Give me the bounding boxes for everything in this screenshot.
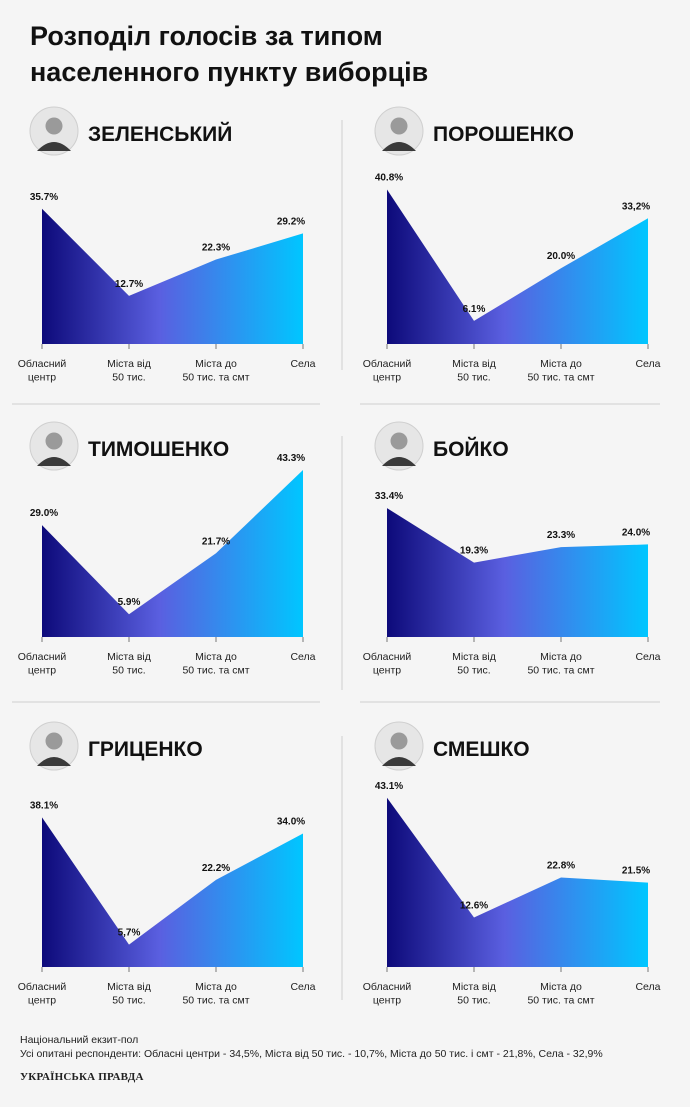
footer-source: Національний екзит-пол — [20, 1034, 139, 1046]
area-series — [42, 208, 303, 344]
x-tick-label: Міста до 50 тис. та смт — [182, 358, 249, 384]
x-tick-label: Обласний центр — [363, 651, 412, 677]
x-tick-label: Села — [635, 981, 660, 993]
data-label: 23.3% — [547, 530, 575, 541]
x-tick-label: Міста до 50 тис. та смт — [182, 651, 249, 677]
portrait-boyko-icon — [374, 421, 424, 471]
page-title: Розподіл голосів за типом населенного пу… — [30, 18, 650, 90]
chart-panel-5: ГРИЦЕНКО 38.1% 5,7% 22.2% 34.0% Обласний центр… — [18, 721, 316, 1007]
x-tick-label: Села — [290, 981, 315, 993]
data-label: 12.6% — [460, 901, 488, 912]
x-tick-label: Міста до 50 тис. та смт — [527, 651, 594, 677]
x-tick-label: Обласний центр — [18, 651, 67, 677]
x-tick-label: Міста до 50 тис. та смт — [182, 981, 249, 1007]
x-tick-label: Міста від 50 тис. — [452, 651, 496, 677]
candidate-name: ЗЕЛЕНСЬКИЙ — [88, 122, 232, 146]
x-tick-label: Обласний центр — [18, 358, 67, 384]
x-tick-label: Міста від 50 тис. — [452, 358, 496, 384]
page-title-line-2: населенного пункту виборців — [30, 57, 429, 87]
chart-panel-6: СМЕШКО 43.1% 12.6% 22.8% 21.5% Обласний центр М… — [363, 721, 661, 1007]
x-tick-label: Обласний центр — [363, 358, 412, 384]
area-series — [42, 817, 303, 967]
portrait-tymoshenko-icon — [29, 421, 79, 471]
footer: Національний екзит-пол Усі опитані респо… — [20, 1033, 680, 1061]
candidate-name: БОЙКО — [433, 437, 509, 461]
chart-panel-4: БОЙКО 33.4% 19.3% 23.3% 24.0% Обласний центр Мі… — [363, 421, 661, 677]
x-tick-label: Міста від 50 тис. — [107, 651, 151, 677]
data-label: 24.0% — [622, 527, 650, 538]
candidate-name: ГРИЦЕНКО — [88, 738, 203, 761]
area-series — [42, 470, 303, 637]
data-label: 29.2% — [277, 216, 305, 227]
page-title-line-1: Розподіл голосів за типом — [30, 21, 383, 51]
data-label: 34.0% — [277, 817, 305, 828]
data-label: 22.3% — [202, 243, 230, 254]
data-label: 33,2% — [622, 201, 650, 212]
x-tick-label: Міста до 50 тис. та смт — [527, 981, 594, 1007]
footer-note: Усі опитані респонденти: Обласні центри … — [20, 1048, 603, 1060]
portrait-smeshko-icon — [374, 721, 424, 771]
x-tick-label: Міста до 50 тис. та смт — [527, 358, 594, 384]
data-label: 38.1% — [30, 800, 58, 811]
x-tick-label: Села — [290, 358, 315, 370]
data-label: 43.3% — [277, 453, 305, 464]
x-tick-label: Обласний центр — [18, 981, 67, 1007]
x-tick-label: Міста від 50 тис. — [452, 981, 496, 1007]
publisher-logo: УКРАЇНСЬКА ПРАВДА — [20, 1071, 144, 1083]
x-tick-label: Обласний центр — [363, 981, 412, 1007]
data-label: 43.1% — [375, 781, 403, 792]
data-label: 22.8% — [547, 860, 575, 871]
area-series — [387, 508, 648, 637]
chart-panel-1: ЗЕЛЕНСЬКИЙ 35.7% 12.7% 22.3% 29.2% Обласний це… — [18, 106, 316, 384]
area-series — [387, 189, 648, 344]
data-label: 21.5% — [622, 866, 650, 877]
x-tick-label: Міста від 50 тис. — [107, 358, 151, 384]
chart-panel-2: ПОРОШЕНКО 40.8% 6.1% 20.0% 33,2% Обласний цент… — [363, 106, 661, 384]
data-label: 22.2% — [202, 863, 230, 874]
data-label: 20.0% — [547, 251, 575, 262]
data-label: 33.4% — [375, 491, 403, 502]
chart-panel-3: ТИМОШЕНКО 29.0% 5.9% 21.7% 43.3% Обласний цент… — [18, 421, 316, 677]
candidate-name: ПОРОШЕНКО — [433, 123, 574, 146]
portrait-hrytsenko-icon — [29, 721, 79, 771]
x-tick-label: Села — [290, 651, 315, 663]
data-label: 5,7% — [118, 928, 141, 939]
area-series — [387, 797, 648, 967]
x-tick-label: Села — [635, 358, 660, 370]
data-label: 12.7% — [115, 279, 143, 290]
portrait-zelensky-icon — [29, 106, 79, 156]
candidate-name: СМЕШКО — [433, 738, 530, 761]
x-tick-label: Міста від 50 тис. — [107, 981, 151, 1007]
data-label: 6.1% — [463, 304, 486, 315]
x-tick-label: Села — [635, 651, 660, 663]
portrait-poroshenko-icon — [374, 106, 424, 156]
data-label: 40.8% — [375, 172, 403, 183]
data-label: 21.7% — [202, 536, 230, 547]
data-label: 5.9% — [118, 597, 141, 608]
data-label: 29.0% — [30, 508, 58, 519]
data-label: 35.7% — [30, 192, 58, 203]
data-label: 19.3% — [460, 546, 488, 557]
candidate-name: ТИМОШЕНКО — [88, 438, 229, 461]
